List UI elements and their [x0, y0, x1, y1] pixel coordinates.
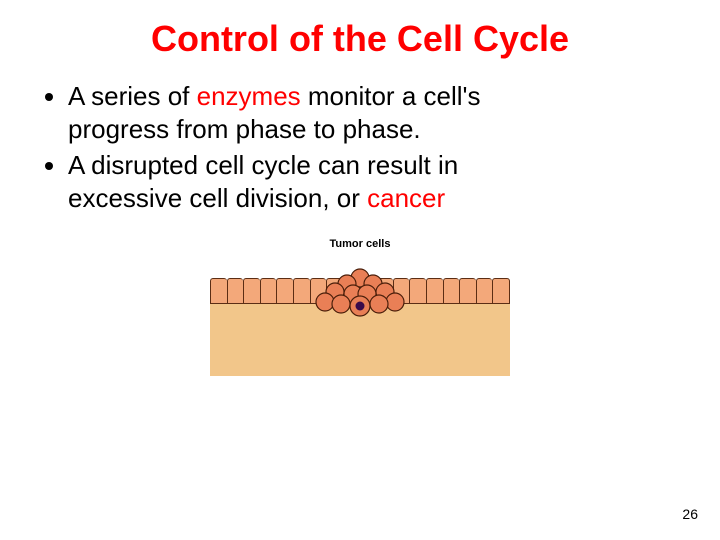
epithelial-cell	[210, 278, 227, 304]
epithelial-cell	[443, 278, 460, 304]
epithelial-cell	[459, 278, 476, 304]
bullet-item: A series of enzymes monitor a cell's pro…	[68, 80, 670, 145]
epithelial-cell	[276, 278, 293, 304]
tumor-cell	[332, 295, 350, 313]
epithelial-cell	[260, 278, 277, 304]
slide-title: Control of the Cell Cycle	[50, 18, 670, 60]
tumor-svg	[305, 264, 415, 320]
tumor-nucleus	[356, 302, 365, 311]
epithelial-cell	[476, 278, 493, 304]
tumor-cell	[316, 293, 334, 311]
tumor-cluster	[305, 264, 415, 320]
epithelial-cell	[426, 278, 443, 304]
bullet-item: A disrupted cell cycle can result in exc…	[68, 149, 670, 214]
bullet-list: A series of enzymes monitor a cell's pro…	[50, 80, 670, 214]
epithelial-cell	[492, 278, 510, 304]
figure-label: Tumor cells	[330, 238, 391, 250]
keyword-cancer: cancer	[367, 183, 445, 213]
keyword-enzymes: enzymes	[197, 81, 301, 111]
bullet-line2: progress from phase to phase.	[68, 113, 670, 146]
bullet-line2: excessive cell division, or cancer	[68, 182, 670, 215]
slide: Control of the Cell Cycle A series of en…	[0, 0, 720, 540]
bullet-line2-pre: excessive cell division, or	[68, 183, 367, 213]
tumor-cell	[386, 293, 404, 311]
bullet-text-pre: A disrupted cell cycle can result in	[68, 150, 458, 180]
tumor-cell	[370, 295, 388, 313]
bullet-text-post: monitor a cell's	[301, 81, 481, 111]
tumor-figure: Tumor cells	[210, 236, 510, 376]
page-number: 26	[682, 506, 698, 522]
bullet-text-pre: A series of	[68, 81, 197, 111]
epithelial-cell	[227, 278, 244, 304]
epithelial-cell	[243, 278, 260, 304]
